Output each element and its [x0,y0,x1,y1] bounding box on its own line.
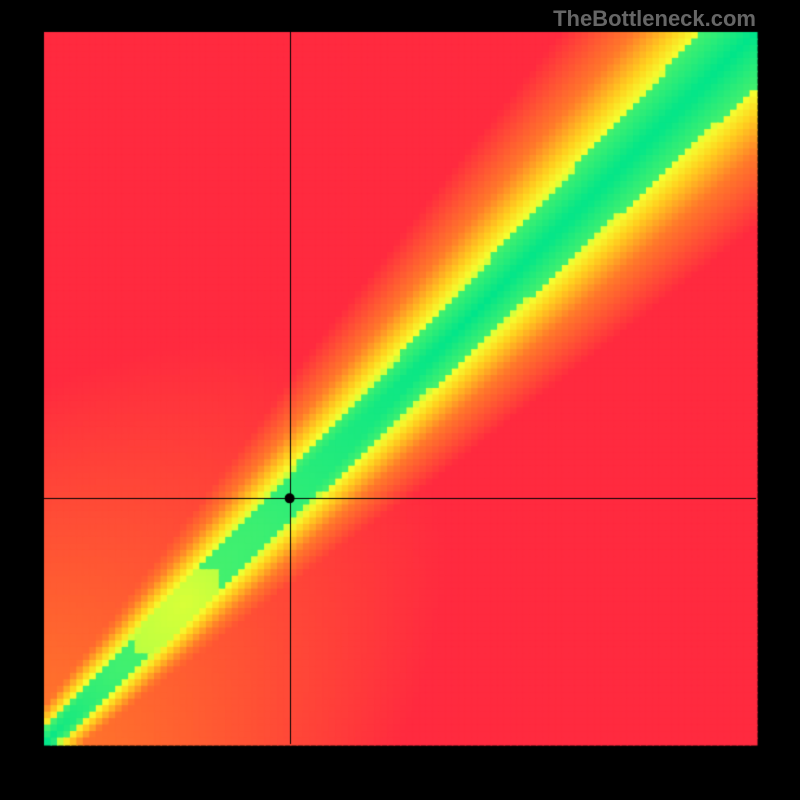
watermark-text: TheBottleneck.com [553,6,756,32]
chart-container: TheBottleneck.com [0,0,800,800]
heatmap-canvas [0,0,800,800]
